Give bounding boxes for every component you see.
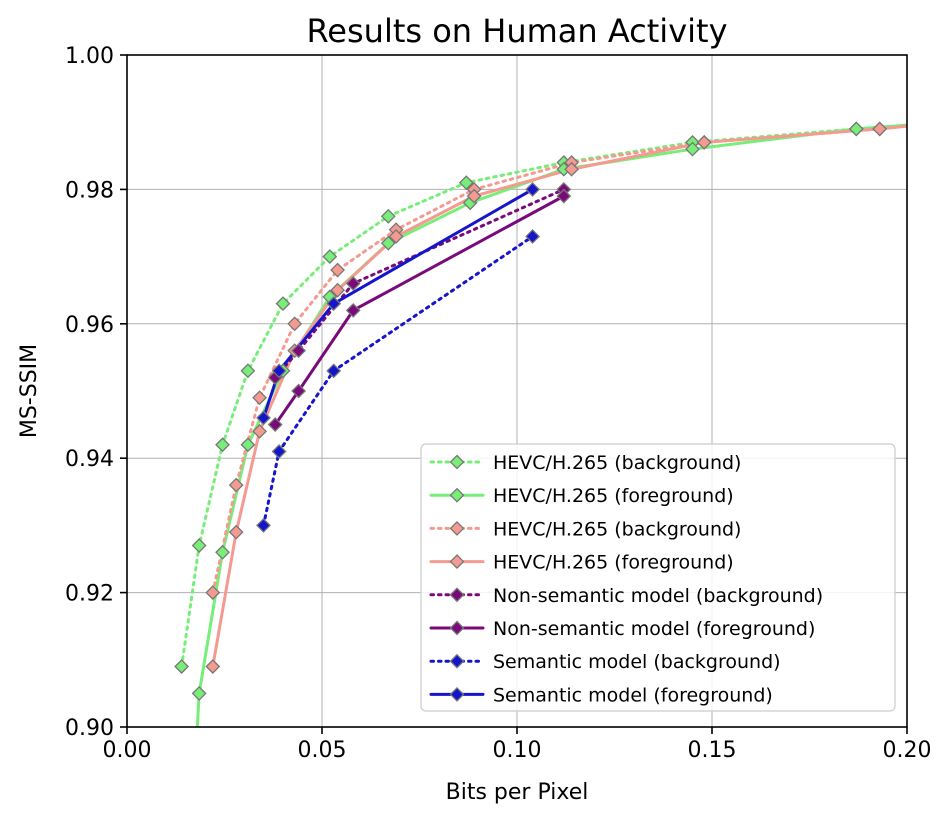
data-point-hevc-h-265-foreground-3: [564, 161, 580, 177]
data-point-hevc-h-265-background-2: [252, 390, 268, 406]
legend-swatch-marker: [449, 686, 465, 702]
data-point-semantic-model-background-6: [256, 517, 271, 533]
data-point-hevc-h-265-background-2: [205, 585, 221, 601]
series-line-semantic-model-background-6: [262, 234, 535, 527]
data-point-hevc-h-265-foreground-1: [191, 685, 207, 701]
data-point-non-semantic-model-foreground-5: [556, 188, 572, 204]
data-point-hevc-h-265-background-2: [228, 477, 244, 493]
data-point-non-semantic-model-foreground-5: [267, 417, 283, 433]
data-point-semantic-model-background-6: [271, 444, 287, 459]
data-point-hevc-h-265-foreground-3: [872, 121, 888, 137]
y-tick-label: 0.94: [65, 447, 114, 472]
legend-swatch-marker: [449, 487, 465, 503]
data-point-hevc-h-265-foreground-3: [228, 524, 244, 540]
data-point-semantic-model-background-6: [525, 229, 541, 244]
data-point-hevc-h-265-foreground-3: [330, 282, 346, 298]
data-point-hevc-h-265-background-0: [215, 437, 230, 453]
legend-swatch-marker: [449, 554, 465, 570]
series-line-semantic-model-foreground-7: [262, 187, 535, 420]
y-tick-label: 0.90: [65, 716, 114, 741]
y-tick-label: 0.92: [65, 582, 114, 607]
legend-swatch-marker: [449, 620, 465, 636]
data-point-hevc-h-265-foreground-3: [388, 229, 404, 244]
data-point-hevc-h-265-background-2: [287, 316, 303, 332]
data-point-hevc-h-265-background-0: [174, 659, 190, 674]
legend-entry-label: Non-semantic model (foreground): [493, 618, 815, 640]
data-point-hevc-h-265-foreground-1: [380, 235, 396, 251]
legend-swatch-marker: [449, 520, 465, 536]
y-tick-label: 1.00: [65, 44, 114, 69]
series-line-hevc-h-265-background-0: [180, 123, 907, 669]
plot-series: [174, 121, 907, 727]
x-tick-label: 0.15: [688, 738, 737, 763]
data-point-hevc-h-265-foreground-3: [466, 188, 482, 204]
data-point-hevc-h-265-foreground-1: [848, 121, 864, 137]
series-line-non-semantic-model-background-4: [273, 187, 566, 380]
x-tick-label: 0.00: [103, 738, 152, 763]
data-point-semantic-model-foreground-7: [525, 181, 541, 197]
data-point-hevc-h-265-background-0: [240, 363, 256, 379]
data-point-hevc-h-265-foreground-1: [685, 141, 700, 157]
data-point-hevc-h-265-foreground-1: [240, 437, 256, 453]
legend-entry-label: Semantic model (foreground): [493, 684, 773, 706]
x-tick-label: 0.05: [298, 738, 347, 763]
data-point-hevc-h-265-background-2: [330, 262, 346, 278]
data-point-hevc-h-265-foreground-3: [205, 659, 221, 674]
legend-entry-label: Non-semantic model (background): [493, 585, 823, 607]
data-point-semantic-model-foreground-7: [271, 363, 287, 379]
legend-swatch-marker: [449, 653, 465, 669]
y-tick-label: 0.96: [65, 313, 114, 338]
data-point-semantic-model-foreground-7: [256, 410, 271, 426]
data-point-hevc-h-265-foreground-1: [215, 544, 230, 560]
x-tick-label: 0.10: [493, 738, 542, 763]
legend-entry-label: Semantic model (background): [493, 651, 781, 673]
axis-ticks: 0.00 0.05 0.10 0.15 0.20 0.90 0.92 0.94 0.96 0.98…: [65, 44, 931, 763]
legend-entry-label: HEVC/H.265 (foreground): [493, 485, 734, 507]
legend-swatch-marker: [449, 454, 465, 470]
x-axis-label: Bits per Pixel: [446, 780, 589, 805]
chart-title: Results on Human Activity: [307, 12, 728, 50]
data-point-hevc-h-265-background-0: [458, 175, 474, 191]
legend-entry-label: HEVC/H.265 (background): [493, 518, 741, 540]
data-point-hevc-h-265-background-0: [275, 296, 291, 312]
data-point-hevc-h-265-foreground-3: [252, 423, 268, 439]
data-point-non-semantic-model-foreground-5: [291, 383, 307, 399]
legend-entry-label: HEVC/H.265 (foreground): [493, 552, 734, 574]
data-point-non-semantic-model-background-4: [291, 343, 307, 359]
y-tick-label: 0.98: [65, 178, 114, 203]
x-tick-label: 0.20: [883, 738, 932, 763]
data-point-hevc-h-265-background-0: [191, 538, 207, 553]
data-point-non-semantic-model-background-4: [345, 276, 361, 291]
data-point-non-semantic-model-foreground-5: [345, 302, 361, 318]
data-point-semantic-model-background-6: [326, 363, 342, 379]
data-point-hevc-h-265-background-0: [322, 249, 338, 265]
legend-swatch-marker: [449, 587, 465, 603]
data-point-semantic-model-foreground-7: [326, 296, 342, 312]
series-line-non-semantic-model-foreground-5: [273, 194, 566, 427]
legend-box: [420, 443, 896, 712]
legend: HEVC/H.265 (background) HEVC/H.265 (foreg…: [420, 443, 896, 712]
data-point-hevc-h-265-foreground-3: [696, 134, 712, 150]
y-axis-label: MS-SSIM: [17, 344, 42, 438]
data-point-hevc-h-265-background-0: [380, 208, 396, 224]
legend-entry-label: HEVC/H.265 (background): [493, 452, 741, 474]
